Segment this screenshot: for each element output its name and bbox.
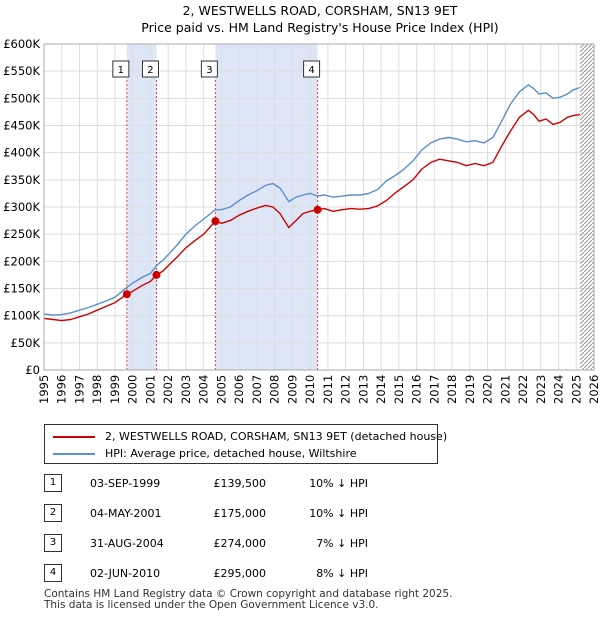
sale-point: [122, 290, 131, 299]
x-tick-label: 1996: [55, 375, 69, 404]
sale-price: £175,000: [213, 507, 267, 520]
x-tick-label: 2021: [498, 375, 512, 404]
sale-number-badge: 1: [44, 474, 62, 492]
y-tick-label: £200K: [3, 254, 40, 268]
legend-label-hpi: HPI: Average price, detached house, Wilt…: [105, 447, 357, 460]
sale-price: £139,500: [213, 477, 267, 490]
y-tick-label: £600K: [3, 37, 40, 51]
sale-label-text: 4: [308, 65, 314, 76]
y-tick-label: £550K: [3, 64, 40, 78]
x-tick-label: 2026: [587, 375, 600, 404]
series-line-hpi: [43, 84, 581, 316]
sale-row: 2 04-MAY-2001 £175,000 10% ↓ HPI: [44, 504, 464, 524]
x-tick-label: 2003: [179, 375, 193, 404]
y-tick-label: £300K: [3, 200, 40, 214]
plot-frame: [43, 43, 595, 371]
legend-label-property: 2, WESTWELLS ROAD, CORSHAM, SN13 9ET (de…: [105, 430, 448, 443]
x-tick-label: 2014: [374, 375, 388, 404]
sale-row: 1 03-SEP-1999 £139,500 10% ↓ HPI: [44, 474, 464, 494]
chart-subtitle: Price paid vs. HM Land Registry's House …: [141, 20, 498, 35]
x-tick-label: 2017: [427, 375, 441, 404]
footer-copyright: Contains HM Land Registry data © Crown c…: [44, 588, 453, 600]
y-tick-label: £350K: [3, 173, 40, 187]
x-tick-label: 2012: [339, 375, 353, 404]
sale-label-box: [112, 60, 130, 78]
sale-row: 3 31-AUG-2004 £274,000 7% ↓ HPI: [44, 534, 464, 554]
sale-date: 04-MAY-2001: [90, 507, 162, 520]
y-tick-label: £100K: [3, 309, 40, 323]
y-tick-label: £250K: [3, 227, 40, 241]
legend-swatch-hpi: [53, 453, 95, 455]
x-tick-label: 2016: [410, 375, 424, 404]
x-tick-label: 2022: [516, 375, 530, 404]
y-tick-label: £400K: [3, 146, 40, 160]
x-tick-label: 1999: [108, 375, 122, 404]
footer-license: This data is licensed under the Open Gov…: [44, 599, 379, 611]
x-tick-label: 2010: [303, 375, 317, 404]
x-tick-label: 1995: [37, 375, 51, 404]
sale-hpi-diff: 10% ↓ HPI: [309, 477, 368, 490]
sale-date: 02-JUN-2010: [90, 567, 161, 580]
chart-title: 2, WESTWELLS ROAD, CORSHAM, SN13 9ET: [183, 3, 458, 18]
sale-point: [211, 217, 220, 226]
chart-legend: 2, WESTWELLS ROAD, CORSHAM, SN13 9ET (de…: [44, 424, 447, 464]
sale-label-box: [303, 60, 321, 78]
sale-date: 03-SEP-1999: [90, 477, 161, 490]
sale-date: 31-AUG-2004: [90, 537, 164, 550]
sale-price: £295,000: [213, 567, 267, 580]
sale-label-box: [200, 60, 218, 78]
price-chart: 2, WESTWELLS ROAD, CORSHAM, SN13 9ET Pri…: [3, 3, 600, 404]
x-tick-label: 2000: [126, 375, 140, 404]
sale-label-box: [141, 60, 159, 78]
legend-swatch-property: [53, 436, 95, 438]
y-tick-label: £150K: [3, 282, 40, 296]
sale-hpi-diff: 8% ↓ HPI: [316, 567, 368, 580]
x-tick-label: 2002: [161, 375, 175, 404]
sale-label-text: 2: [147, 65, 153, 76]
x-tick-label: 2009: [285, 375, 299, 404]
x-tick-label: 2020: [481, 375, 495, 404]
x-tick-label: 1997: [72, 375, 86, 404]
x-tick-label: 2023: [534, 375, 548, 404]
sale-number-badge: 3: [44, 534, 62, 552]
footer-notice: Contains HM Land Registry data © Crown c…: [44, 589, 452, 611]
x-tick-label: 2015: [392, 375, 406, 404]
x-tick-label: 2013: [356, 375, 370, 404]
x-tick-label: 2019: [463, 375, 477, 404]
y-tick-label: £0: [25, 363, 40, 377]
sale-label-text: 3: [206, 65, 212, 76]
x-tick-label: 1998: [90, 375, 104, 404]
x-tick-label: 2005: [214, 375, 228, 404]
sale-hpi-diff: 10% ↓ HPI: [309, 507, 368, 520]
sale-row: 4 02-JUN-2010 £295,000 8% ↓ HPI: [44, 564, 464, 584]
x-tick-label: 2024: [552, 375, 566, 404]
sale-number-badge: 4: [44, 564, 62, 582]
sale-hpi-diff: 7% ↓ HPI: [316, 537, 368, 550]
x-tick-label: 2025: [569, 375, 583, 404]
x-tick-label: 2004: [197, 375, 211, 404]
y-tick-label: £450K: [3, 119, 40, 133]
forecast-hatch: [579, 44, 594, 370]
y-tick-label: £50K: [11, 336, 41, 350]
sale-number-badge: 2: [44, 504, 62, 522]
sale-point: [313, 205, 322, 214]
x-tick-label: 2001: [143, 375, 157, 404]
y-tick-label: £500K: [3, 91, 40, 105]
sale-price: £274,000: [213, 537, 267, 550]
x-tick-label: 2018: [445, 375, 459, 404]
sale-label-text: 1: [118, 65, 124, 76]
x-tick-label: 2007: [250, 375, 264, 404]
x-tick-label: 2008: [268, 375, 282, 404]
x-tick-label: 2011: [321, 375, 335, 404]
sale-point: [152, 270, 161, 279]
x-tick-label: 2006: [232, 375, 246, 404]
